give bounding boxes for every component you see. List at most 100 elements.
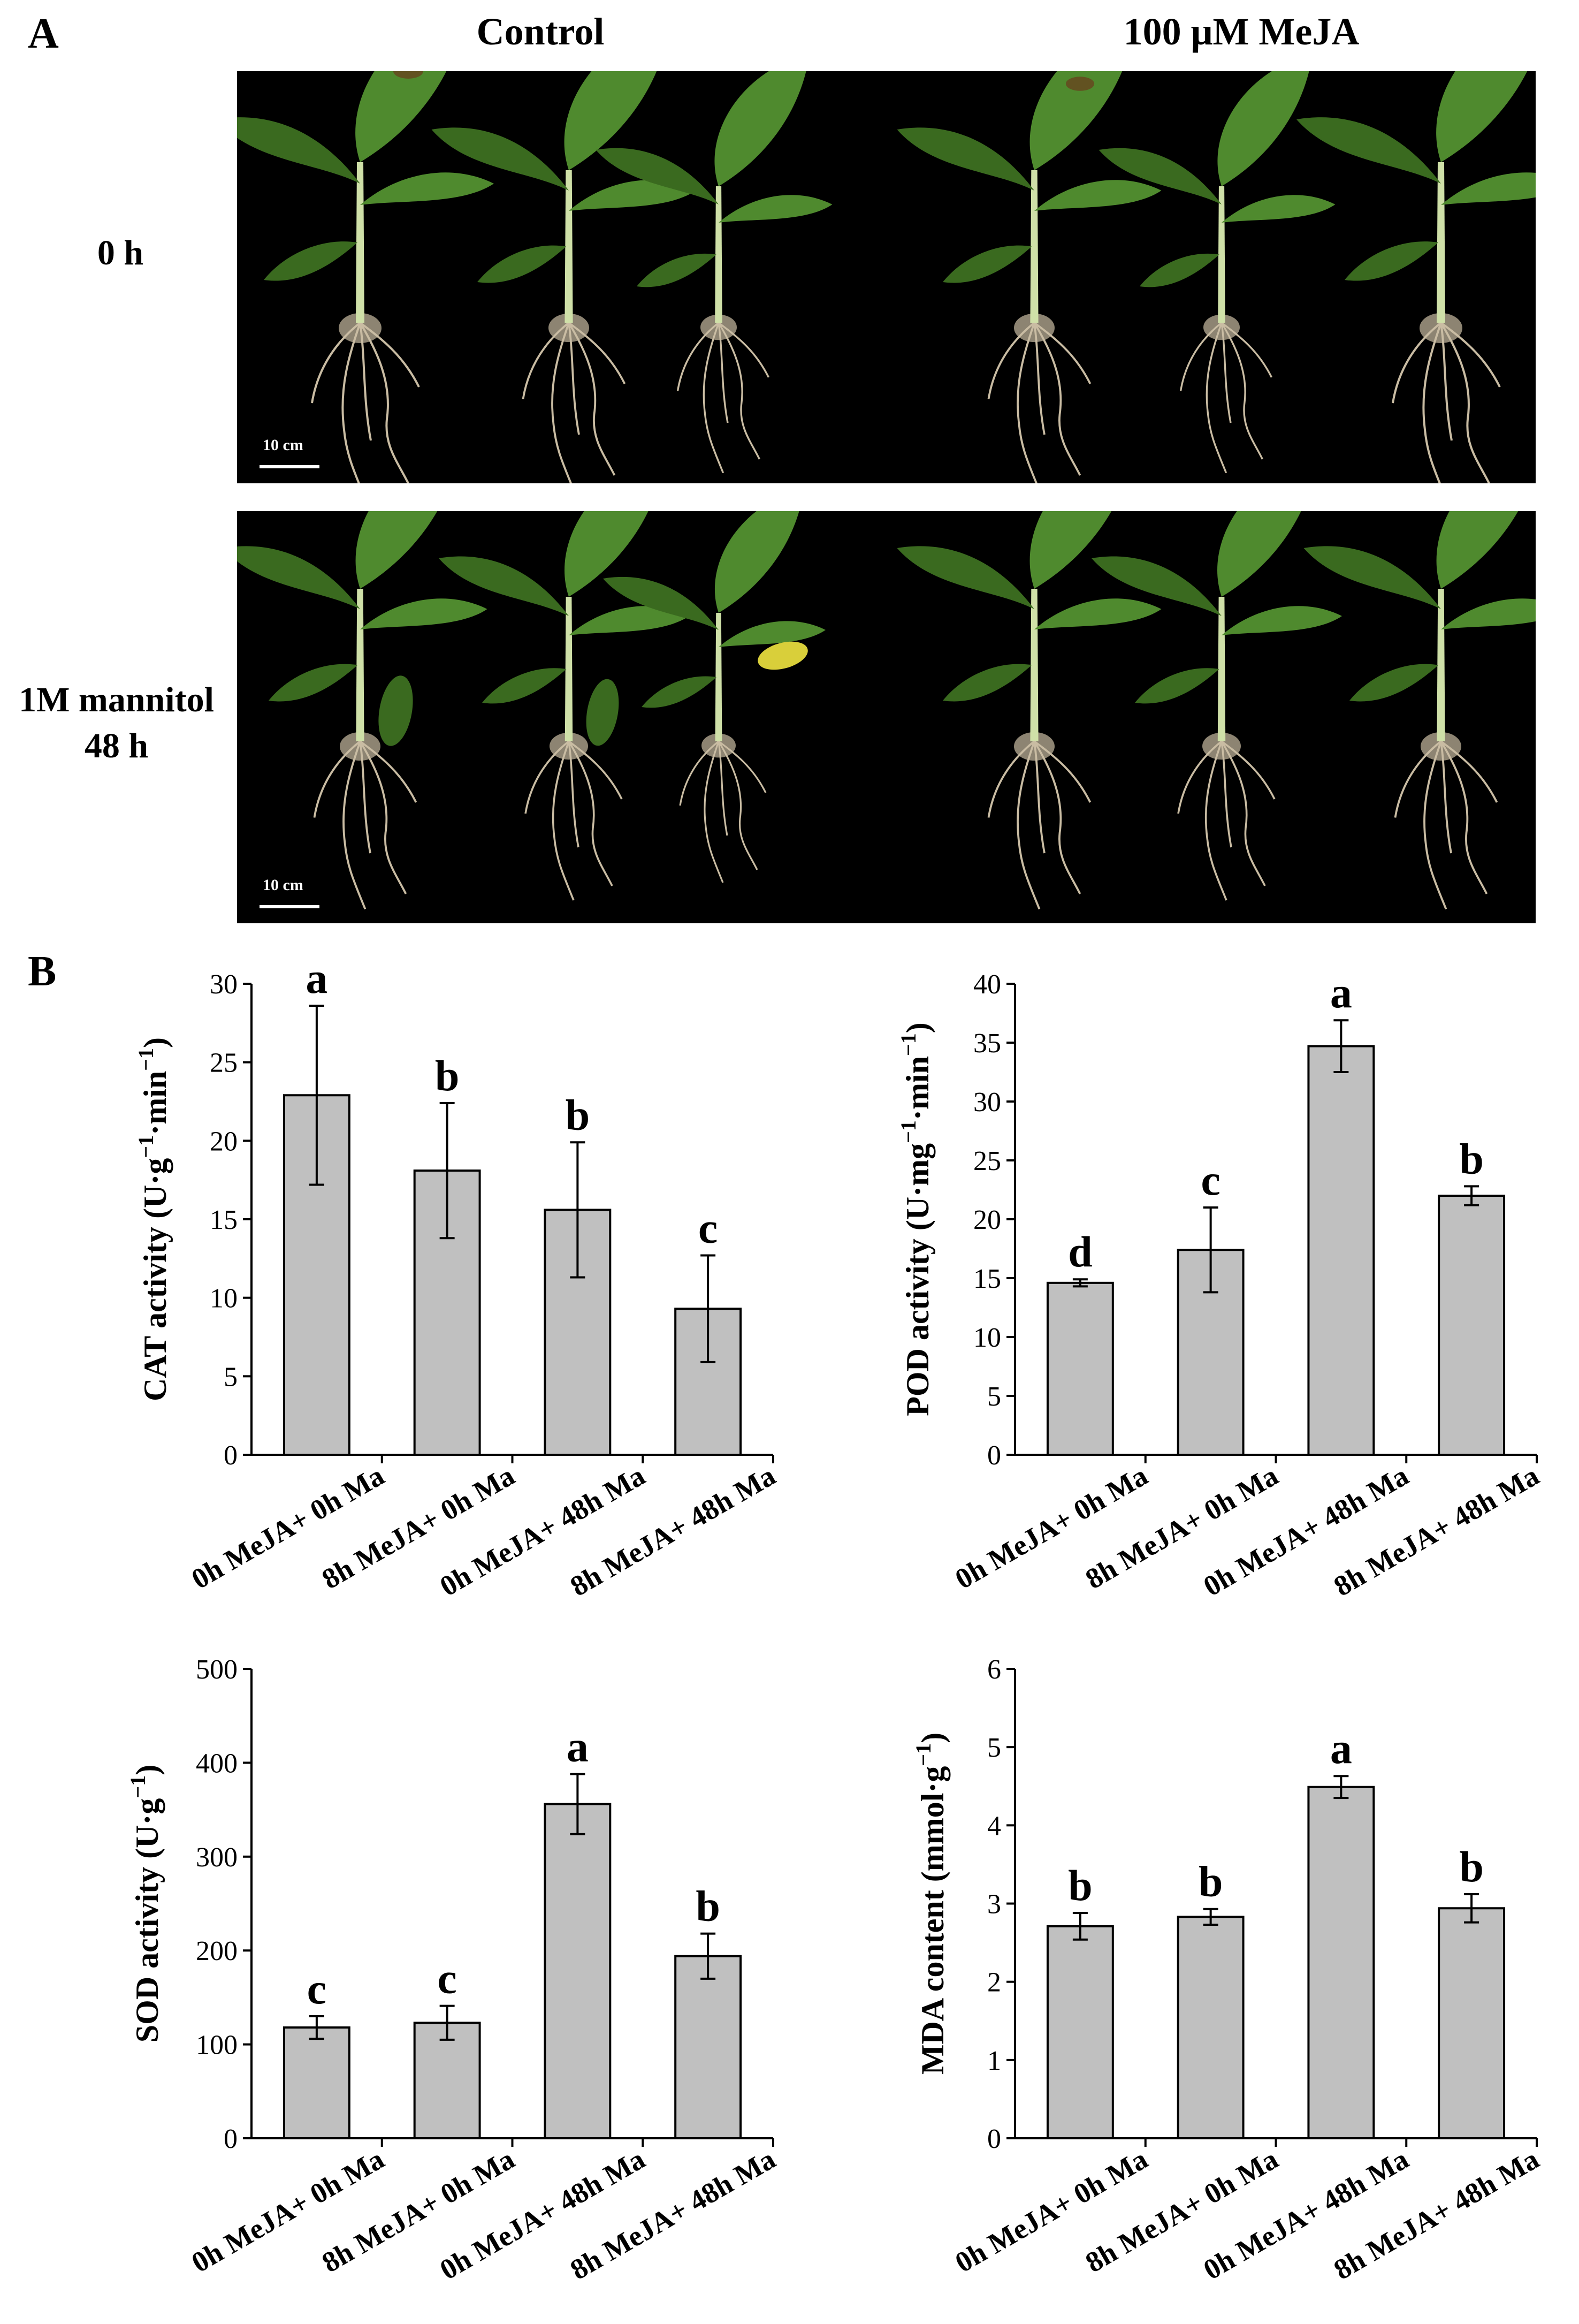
leaf (1441, 598, 1536, 629)
leaf (714, 511, 799, 613)
y-tick-label: 30 (973, 1087, 1001, 1118)
root (1033, 741, 1081, 894)
leaf (1436, 71, 1528, 162)
y-tick-label: 20 (973, 1205, 1001, 1235)
y-tick-label: 5 (987, 1381, 1001, 1412)
root (1017, 741, 1041, 910)
banana-plantlet (1092, 511, 1342, 901)
leaf (642, 676, 716, 708)
significance-letter: c (437, 1954, 456, 2003)
leaf (1441, 172, 1536, 205)
leaf (564, 71, 657, 170)
significance-letter: c (1201, 1156, 1220, 1204)
y-label-part: CAT activity (U·g (138, 1158, 173, 1401)
significance-letter: c (698, 1203, 718, 1252)
root (703, 322, 724, 474)
banana-plantlet (897, 71, 1162, 483)
significance-letter: a (1330, 1724, 1352, 1773)
root (718, 741, 758, 870)
root-ball (1420, 313, 1462, 343)
bar (1438, 1907, 1506, 2140)
root (552, 741, 575, 901)
y-tick-label: 4 (987, 1811, 1001, 1841)
leaf (1029, 511, 1112, 589)
banana-plantlet (596, 71, 833, 474)
y-tick-label: 25 (973, 1146, 1001, 1176)
leaf (943, 245, 1032, 283)
banana-plantlet (237, 71, 494, 483)
leaf (431, 127, 569, 191)
significance-letter: b (696, 1882, 720, 1931)
banana-plantlet (1303, 511, 1536, 910)
row-label-0h-line: 0 h (97, 233, 144, 272)
column-title-meja: 100 μM MeJA (1123, 10, 1360, 53)
leaf (264, 241, 357, 281)
y-label-part: ) (138, 1037, 173, 1048)
photo-0h: 10 cm (237, 71, 1536, 483)
leaf (355, 71, 447, 162)
significance-letter: c (307, 1964, 326, 2013)
significance-letter: a (567, 1722, 589, 1771)
banana-plantlet (897, 511, 1162, 910)
leaf (943, 664, 1032, 702)
leaf (1029, 71, 1123, 170)
y-axis-label: POD activity (U·mg−1·min−1) (896, 1022, 935, 1416)
leaf (1092, 556, 1222, 616)
bar (1046, 1281, 1114, 1456)
leaf (1099, 148, 1222, 204)
root (568, 741, 613, 886)
leaf (355, 511, 438, 589)
y-label-part: ) (900, 1022, 935, 1033)
leaf-spot (1065, 77, 1095, 91)
y-tick-label: 15 (973, 1264, 1001, 1294)
leaf (360, 598, 487, 629)
panel-a-letter: A (28, 10, 59, 57)
root-ball (700, 314, 737, 340)
leaf (1222, 195, 1336, 223)
y-tick-label: 3 (987, 1889, 1001, 1920)
leaf (596, 148, 719, 204)
bar (283, 2026, 350, 2140)
y-label-part: SOD activity (U·g (129, 1798, 165, 2043)
y-tick-label: 0 (987, 2124, 1001, 2154)
bar (674, 1308, 742, 1456)
bar (674, 1955, 742, 2140)
scalebar-label-48h: 10 cm (263, 876, 303, 894)
drooping-leaf (378, 675, 413, 746)
y-label-superscript: −1 (896, 1120, 920, 1143)
y-axis-label: CAT activity (U·g−1·min−1) (134, 1037, 173, 1401)
y-label-part: ·min (138, 1071, 173, 1135)
significance-letter: b (566, 1090, 590, 1139)
root (1033, 322, 1081, 476)
pseudostem (356, 162, 364, 323)
leaf (482, 668, 567, 704)
y-label-part: POD activity (U·mg (900, 1143, 935, 1416)
banana-plantlet (1296, 71, 1536, 483)
y-tick-label: 10 (210, 1283, 238, 1314)
banana-plantlet (431, 71, 696, 483)
pseudostem (1218, 186, 1225, 323)
leaf (569, 180, 696, 211)
root (1017, 322, 1038, 483)
y-label-superscript: −1 (911, 1743, 935, 1766)
pseudostem (565, 170, 573, 323)
root-ball (701, 733, 736, 758)
pseudostem (1217, 597, 1226, 741)
bar (413, 2022, 481, 2140)
bar (1307, 1045, 1375, 1456)
leaf (565, 511, 649, 597)
root-ball (1421, 732, 1461, 761)
root (1204, 741, 1227, 901)
pseudostem (1030, 589, 1039, 741)
leaf (1034, 598, 1162, 629)
y-tick-label: 40 (973, 969, 1001, 1000)
y-label-superscript: −1 (134, 1048, 158, 1071)
scalebar-line-0h (260, 465, 319, 468)
y-tick-label: 0 (987, 1440, 1001, 1471)
leaf (897, 127, 1034, 191)
y-tick-label: 25 (210, 1048, 238, 1079)
drooping-leaf (586, 679, 619, 746)
y-tick-label: 0 (224, 2124, 238, 2154)
